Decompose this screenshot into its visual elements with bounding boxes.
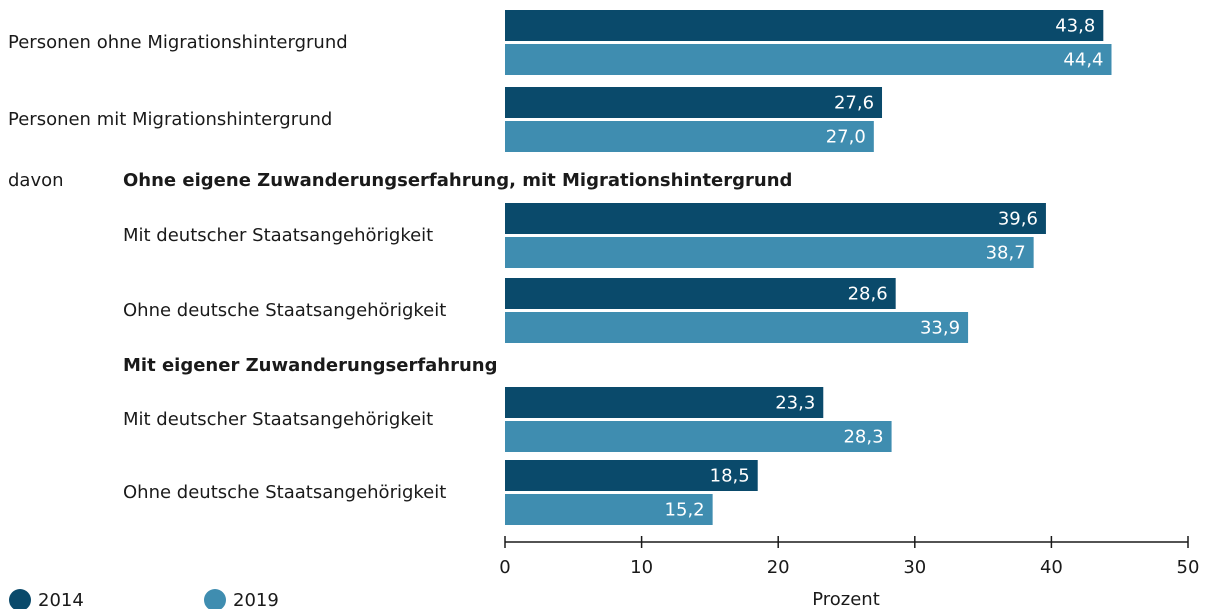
value-label: 44,4	[1063, 50, 1103, 71]
legend-label: 2014	[38, 590, 84, 609]
legend-swatch	[204, 589, 226, 609]
value-label: 38,7	[986, 243, 1026, 264]
value-label: 18,5	[710, 466, 750, 487]
x-tick-label: 10	[630, 557, 653, 578]
bar	[505, 87, 883, 118]
bar	[505, 387, 824, 418]
bar	[505, 44, 1112, 75]
bar	[505, 278, 896, 309]
category-label: Personen ohne Migrationshintergrund	[8, 32, 348, 53]
group-heading: Mit eigener Zuwanderungserfahrung	[123, 355, 498, 376]
group-heading: Ohne eigene Zuwanderungserfahrung, mit M…	[123, 170, 792, 191]
x-tick-label: 30	[903, 557, 926, 578]
value-label: 33,9	[920, 318, 960, 339]
x-tick-label: 50	[1177, 557, 1200, 578]
bar	[505, 421, 892, 452]
category-label: Mit deutscher Staatsangehörigkeit	[123, 409, 433, 430]
prefix: davon	[8, 170, 64, 191]
bar	[505, 494, 713, 525]
value-label: 39,6	[998, 209, 1038, 230]
value-label: 43,8	[1055, 16, 1095, 37]
category-label: Mit deutscher Staatsangehörigkeit	[123, 225, 433, 246]
value-label: 28,3	[843, 427, 883, 448]
bar	[505, 10, 1104, 41]
value-label: 27,6	[834, 93, 874, 114]
value-label: 28,6	[848, 284, 888, 305]
legend-swatch	[9, 589, 31, 609]
category-label: Ohne deutsche Staatsangehörigkeit	[123, 482, 446, 503]
value-label: 27,0	[826, 127, 866, 148]
x-axis-label: Prozent	[812, 589, 880, 609]
value-label: 23,3	[775, 393, 815, 414]
x-tick-label: 20	[767, 557, 790, 578]
bar	[505, 237, 1034, 268]
category-label: Ohne deutsche Staatsangehörigkeit	[123, 300, 446, 321]
x-tick-label: 40	[1040, 557, 1063, 578]
bar	[505, 312, 969, 343]
bar	[505, 203, 1046, 234]
category-label: Personen mit Migrationshintergrund	[8, 109, 332, 130]
bar	[505, 121, 874, 152]
legend-label: 2019	[233, 590, 279, 609]
x-tick-label: 0	[499, 557, 510, 578]
bar	[505, 460, 758, 491]
value-label: 15,2	[665, 500, 705, 521]
